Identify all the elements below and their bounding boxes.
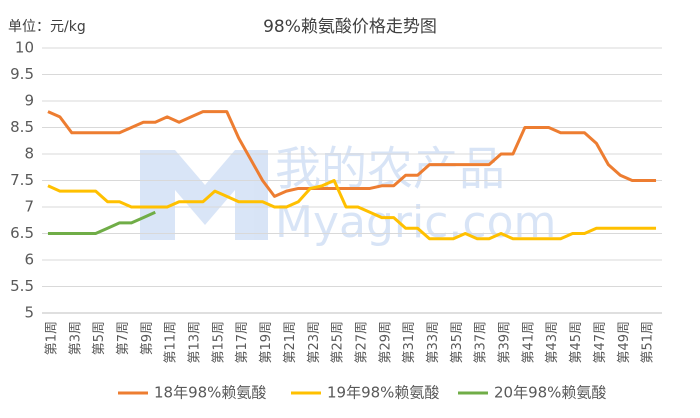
y-tick-label: 6.5	[10, 224, 34, 242]
x-tick-label: 第21周	[283, 321, 298, 364]
y-tick-label: 9.5	[10, 65, 34, 83]
x-tick-label: 第27周	[354, 321, 369, 364]
x-tick-label: 第13周	[188, 321, 203, 364]
y-tick-label: 8.5	[10, 118, 34, 136]
x-tick-label: 第39周	[498, 321, 513, 364]
watermark-text: Myagric.com	[275, 197, 556, 248]
x-tick-label: 第43周	[545, 321, 560, 364]
x-tick-label: 第5周	[92, 321, 107, 355]
series-line	[47, 110, 657, 198]
y-tick-label: 5.5	[10, 277, 34, 295]
x-tick-label: 第29周	[378, 321, 393, 364]
x-tick-label: 第3周	[68, 321, 83, 355]
legend-label: 18年98%赖氨酸	[154, 384, 266, 402]
x-tick-label: 第45周	[569, 321, 584, 364]
x-tick-label: 第15周	[211, 321, 226, 364]
series-line	[47, 210, 156, 235]
y-tick-label: 8	[24, 145, 34, 163]
watermark-logo	[140, 150, 268, 240]
series-line	[47, 179, 657, 241]
legend-label: 20年98%赖氨酸	[494, 384, 606, 402]
x-tick-label: 第47周	[593, 321, 608, 364]
x-tick-label: 第49周	[617, 321, 632, 364]
x-tick-label: 第19周	[259, 321, 274, 364]
x-tick-label: 第31周	[402, 321, 417, 364]
x-tick-label: 第7周	[116, 321, 131, 355]
chart-title: 98%赖氨酸价格走势图	[263, 17, 437, 37]
x-tick-label: 第37周	[474, 321, 489, 364]
y-tick-label: 7	[24, 198, 34, 216]
x-tick-label: 第11周	[164, 321, 179, 364]
y-tick-label: 10	[15, 39, 34, 57]
x-tick-label: 第35周	[450, 321, 465, 364]
x-tick-label: 第1周	[44, 321, 59, 355]
y-tick-label: 9	[24, 92, 34, 110]
x-tick-label: 第23周	[307, 321, 322, 364]
x-tick-label: 第25周	[331, 321, 346, 364]
x-tick-label: 第9周	[140, 321, 155, 355]
legend-label: 19年98%赖氨酸	[327, 384, 439, 402]
x-tick-label: 第51周	[641, 321, 656, 364]
x-tick-label: 第17周	[235, 321, 250, 364]
y-tick-label: 5	[24, 304, 34, 322]
y-tick-label: 6	[24, 251, 34, 269]
unit-label: 单位：元/kg	[8, 19, 86, 35]
y-tick-label: 7.5	[10, 171, 34, 189]
x-tick-label: 第33周	[426, 321, 441, 364]
x-tick-label: 第41周	[521, 321, 536, 364]
